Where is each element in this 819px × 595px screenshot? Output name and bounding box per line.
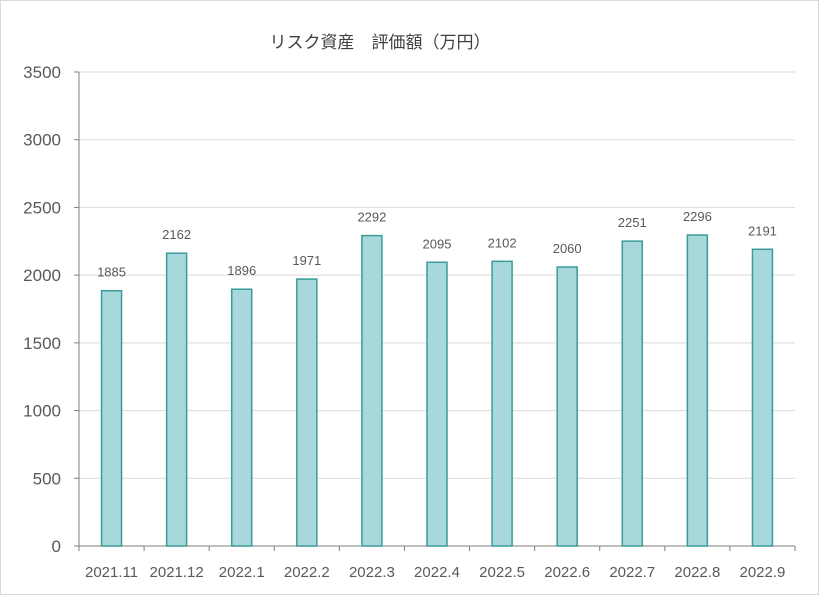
data-label: 2251 (618, 215, 647, 230)
x-tick-label: 2022.5 (479, 564, 525, 581)
data-label: 1896 (227, 263, 256, 278)
gridlines (79, 71, 795, 479)
x-tick-label: 2022.2 (284, 564, 330, 581)
x-tick-label: 2021.11 (85, 564, 138, 581)
data-label: 2102 (488, 235, 517, 250)
x-tick-label: 2022.1 (219, 564, 265, 581)
x-tick-label: 2021.12 (150, 564, 204, 581)
bar (361, 234, 383, 547)
x-tick-label: 2022.4 (414, 564, 460, 581)
bars (100, 234, 774, 547)
data-label: 2162 (162, 227, 191, 242)
axes: 0 500 1000 1500 2000 2500 3000 3500 2021.11 2021.… (23, 63, 796, 581)
data-label: 2292 (357, 210, 386, 225)
data-label: 1971 (292, 253, 321, 268)
y-tick-label: 2000 (23, 266, 61, 285)
data-label: 2296 (683, 209, 712, 224)
bar (751, 248, 774, 547)
data-label: 2060 (553, 241, 582, 256)
y-tick-label: 500 (33, 469, 61, 488)
bar (621, 240, 644, 547)
bar (230, 288, 253, 547)
data-label: 2095 (423, 236, 452, 251)
bar (556, 266, 578, 547)
bar (100, 289, 123, 547)
y-tick-label: 1500 (23, 334, 61, 353)
y-tick-label: 0 (52, 537, 61, 556)
data-label: 1885 (97, 265, 126, 280)
x-tick-label: 2022.9 (740, 564, 786, 581)
x-tick-label: 2022.7 (609, 564, 655, 581)
data-labels: 1885 2162 1896 1971 2292 2095 2102 2060 2251 2296… (97, 209, 777, 280)
y-tick-label: 2500 (23, 198, 61, 217)
bar (686, 234, 709, 547)
y-tick-label: 1000 (23, 402, 61, 421)
x-tick-label: 2022.6 (544, 564, 590, 581)
y-tick-label: 3500 (23, 63, 61, 82)
x-tick-label: 2022.8 (674, 564, 720, 581)
x-tick-label: 2022.3 (349, 564, 395, 581)
data-label: 2191 (748, 223, 777, 238)
y-tick-label: 3000 (23, 131, 61, 150)
chart-title: リスク資産 評価額（万円） (270, 33, 491, 53)
bar (426, 261, 448, 547)
bar (165, 252, 188, 547)
bar (491, 260, 513, 547)
bar (296, 278, 318, 547)
